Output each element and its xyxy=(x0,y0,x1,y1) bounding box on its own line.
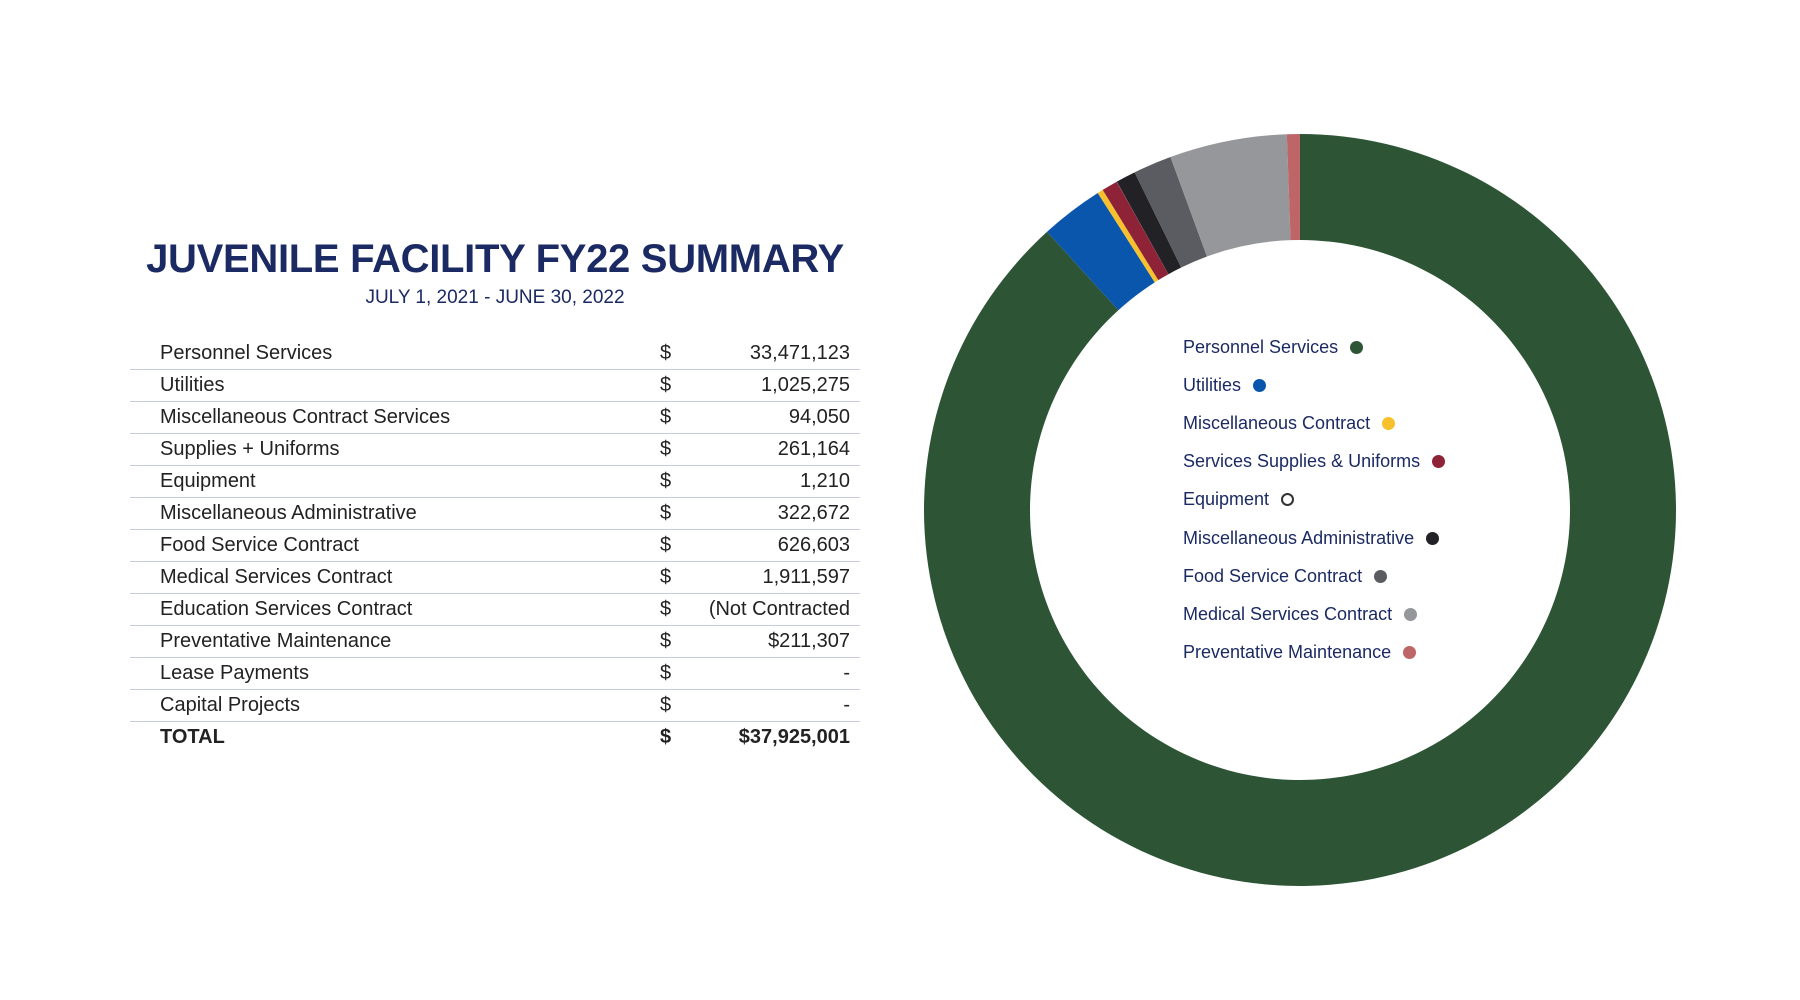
legend-label: Preventative Maintenance xyxy=(1183,642,1392,663)
table-row: Utilities $1,025,275 xyxy=(130,369,860,402)
row-amount: 261,164 xyxy=(700,433,860,466)
row-label: Utilities xyxy=(130,369,660,402)
table-row: Food Service Contract $626,603 xyxy=(130,529,860,562)
table-row: Medical Services Contract $1,911,597 xyxy=(130,561,860,594)
legend-item: Miscellaneous Administrative xyxy=(1183,519,1445,557)
legend-label: Medical Services Contract xyxy=(1183,603,1393,624)
row-amount: 626,603 xyxy=(700,529,860,562)
donut-slice xyxy=(1116,172,1182,275)
donut-slice xyxy=(1102,181,1169,281)
page-title: JUVENILE FACILITY FY22 SUMMARY xyxy=(146,237,844,281)
legend-swatch xyxy=(1426,531,1440,545)
legend-item: Equipment xyxy=(1183,481,1445,519)
legend-item: Miscellaneous Contract xyxy=(1183,404,1445,442)
table-row: Capital Projects $ - xyxy=(130,689,860,722)
row-amount: 1,210 xyxy=(700,465,860,498)
row-currency: $ xyxy=(660,338,700,370)
row-amount: $211,307 xyxy=(700,625,860,658)
table-row: Equipment $1,210 xyxy=(130,465,860,498)
row-currency: $ xyxy=(660,529,700,562)
row-label: Education Services Contract xyxy=(130,593,660,626)
row-amount: - xyxy=(700,657,860,690)
row-label: Miscellaneous Administrative xyxy=(130,497,660,530)
legend-item: Utilities xyxy=(1183,366,1445,404)
table-body: Personnel Services $33,471,123 Utilities $1… xyxy=(130,338,860,753)
row-currency: $ xyxy=(660,657,700,690)
table-row: Education Services Contract $ (Not Contrac… xyxy=(130,593,860,626)
legend-item: Medical Services Contract xyxy=(1183,595,1445,633)
summary-panel: JUVENILE FACILITY FY22 SUMMARY JULY 1, 2… xyxy=(130,235,860,753)
legend-swatch xyxy=(1382,416,1396,430)
legend-swatch xyxy=(1403,646,1417,660)
row-amount: (Not Contracted xyxy=(700,593,860,626)
legend-label: Personnel Services xyxy=(1183,336,1339,357)
legend-item: Personnel Services xyxy=(1183,328,1445,366)
row-amount: 322,672 xyxy=(700,497,860,530)
summary-table: Personnel Services $33,471,123 Utilities $1… xyxy=(130,338,860,753)
donut-slice xyxy=(1047,193,1155,311)
total-amount: $37,925,001 xyxy=(738,726,850,748)
row-label: Equipment xyxy=(130,465,660,498)
row-currency: $ xyxy=(660,497,700,530)
table-row: Miscellaneous Administrative $322,672 xyxy=(130,497,860,530)
legend-item: Preventative Maintenance xyxy=(1183,634,1445,672)
row-currency: $ xyxy=(660,433,700,466)
row-currency: $ xyxy=(660,369,700,402)
legend-swatch xyxy=(1374,569,1388,583)
total-label: TOTAL xyxy=(160,726,225,748)
row-amount: 33,471,123 xyxy=(700,338,860,370)
row-label: Food Service Contract xyxy=(130,529,660,562)
chart-legend: Personnel Services Utilities Miscellaneous… xyxy=(1183,328,1446,672)
page-subtitle: JULY 1, 2021 - JUNE 30, 2022 xyxy=(365,287,625,308)
donut-slice xyxy=(1097,189,1159,283)
row-label: Personnel Services xyxy=(130,338,660,370)
donut-chart xyxy=(924,134,1676,886)
row-currency: $ xyxy=(660,689,700,722)
row-currency: $ xyxy=(660,561,700,594)
donut-slice xyxy=(1170,134,1291,257)
donut-slice xyxy=(1116,181,1169,275)
row-label: Lease Payments xyxy=(130,657,660,690)
table-row: Lease Payments $ - xyxy=(130,657,860,690)
legend-item: Food Service Contract xyxy=(1183,557,1445,595)
legend-swatch xyxy=(1432,455,1446,469)
row-label: Supplies + Uniforms xyxy=(130,433,660,466)
donut-slice xyxy=(1134,157,1207,268)
legend-item: Services Supplies & Uniforms xyxy=(1183,443,1446,481)
row-label: Miscellaneous Contract Services xyxy=(130,401,660,434)
table-row: Supplies + Uniforms $261,164 xyxy=(130,433,860,466)
total-row: TOTAL $ $37,925,001 xyxy=(130,722,860,754)
table-row: Preventative Maintenance $ $211,307 xyxy=(130,625,860,658)
table-row: Miscellaneous Contract Services $94,050 xyxy=(130,401,860,434)
legend-swatch xyxy=(1350,340,1364,354)
row-currency: $ xyxy=(660,465,700,498)
row-label: Preventative Maintenance xyxy=(130,625,660,658)
row-label: Medical Services Contract xyxy=(130,561,660,594)
row-amount: 1,025,275 xyxy=(700,369,860,402)
legend-label: Miscellaneous Contract xyxy=(1183,412,1371,433)
table-row: Personnel Services $33,471,123 xyxy=(130,338,860,370)
total-currency: $ xyxy=(660,726,672,748)
legend-swatch xyxy=(1404,607,1418,621)
row-currency: $ xyxy=(660,593,700,626)
row-amount: - xyxy=(700,689,860,722)
legend-label: Services Supplies & Uniforms xyxy=(1183,451,1421,472)
row-label: Capital Projects xyxy=(130,689,660,722)
legend-label: Equipment xyxy=(1183,489,1270,510)
row-amount: 1,911,597 xyxy=(700,561,860,594)
legend-swatch xyxy=(1281,493,1295,507)
row-currency: $ xyxy=(660,401,700,434)
legend-swatch xyxy=(1253,378,1267,392)
donut-slice xyxy=(1286,134,1300,241)
legend-label: Food Service Contract xyxy=(1183,565,1363,586)
row-currency: $ xyxy=(660,625,700,658)
row-amount: 94,050 xyxy=(700,401,860,434)
legend-label: Utilities xyxy=(1183,374,1242,395)
legend-label: Miscellaneous Administrative xyxy=(1183,527,1415,548)
